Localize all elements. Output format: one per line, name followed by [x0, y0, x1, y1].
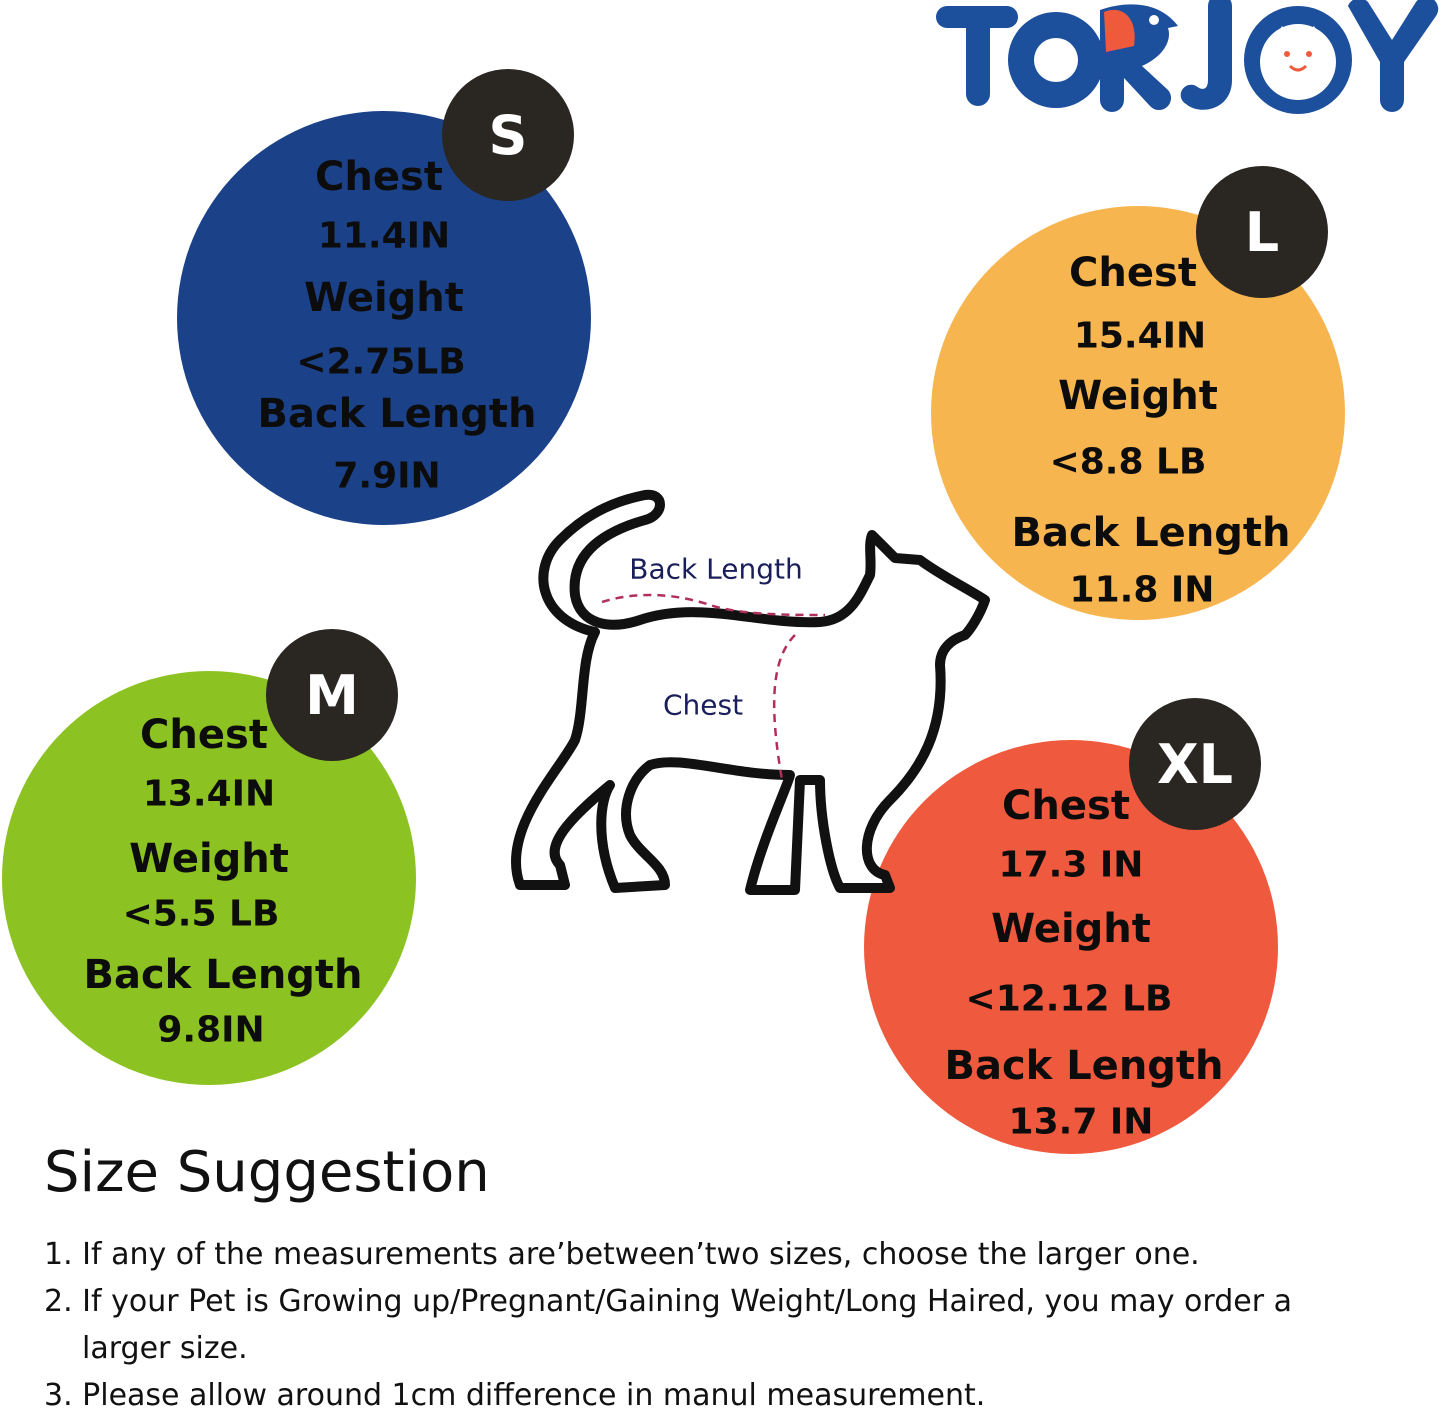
measurement-label: Back Length: [83, 952, 363, 998]
measurement-label: Weight: [129, 836, 289, 882]
measurement-value: <2.75LB: [296, 341, 466, 383]
size-badge: XL: [1129, 698, 1261, 830]
measurement-value: 11.8 IN: [1069, 569, 1215, 611]
measurement-value: 15.4IN: [1073, 315, 1207, 357]
suggestion-item-1: 1. If any of the measurements are’betwee…: [44, 1237, 1200, 1272]
measurement-label: Weight: [1058, 373, 1218, 419]
measurement-value: 7.9IN: [333, 455, 441, 497]
suggestion-item-2-cont: larger size.: [82, 1331, 248, 1366]
measurement-value: <12.12 LB: [965, 978, 1173, 1020]
suggestion-item-2: 2. If your Pet is Growing up/Pregnant/Ga…: [44, 1284, 1292, 1319]
measurement-value: 9.8IN: [157, 1009, 265, 1051]
measurement-value: 13.7 IN: [1008, 1101, 1154, 1143]
measurement-value: 17.3 IN: [998, 844, 1144, 886]
measurement-label: Weight: [991, 906, 1151, 952]
measurement-value: <5.5 LB: [122, 893, 280, 935]
measurement-value: 13.4IN: [142, 773, 276, 815]
measurement-label: Back Length: [944, 1043, 1224, 1089]
measurement-label: Back Length: [257, 391, 537, 437]
suggestion-item-3: 3. Please allow around 1cm difference in…: [44, 1378, 986, 1413]
torjoy-logo: [936, 0, 1439, 114]
measurement-label: Weight: [304, 275, 464, 321]
size-badge: L: [1196, 166, 1328, 298]
chest-label: Chest: [662, 688, 744, 722]
cat-outline-icon: [510, 489, 990, 895]
measurement-label: Back Length: [1011, 510, 1291, 556]
measurement-label: Chest: [1002, 783, 1130, 829]
measurement-label: Chest: [315, 154, 443, 200]
size-suggestion-title: Size Suggestion: [44, 1140, 490, 1205]
measurement-value: <8.8 LB: [1049, 441, 1207, 483]
measurement-label: Chest: [140, 712, 268, 758]
back-length-label: Back Length: [629, 552, 803, 586]
measurement-label: Chest: [1069, 250, 1197, 296]
measurement-value: 11.4IN: [317, 215, 451, 257]
size-badge: M: [266, 629, 398, 761]
size-badge: S: [442, 69, 574, 201]
